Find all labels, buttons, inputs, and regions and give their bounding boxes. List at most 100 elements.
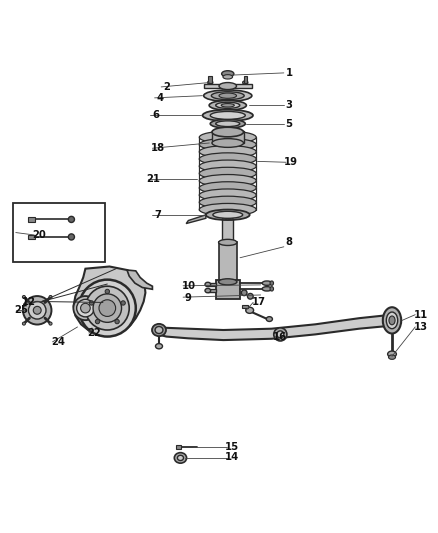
Ellipse shape (205, 288, 211, 293)
Text: 10: 10 (181, 281, 195, 291)
Bar (28, 217, 35, 222)
Text: 1: 1 (286, 68, 293, 78)
Ellipse shape (28, 302, 46, 319)
Ellipse shape (68, 216, 74, 222)
Ellipse shape (199, 196, 256, 208)
Polygon shape (158, 314, 392, 340)
Text: 6: 6 (152, 110, 159, 120)
Text: 15: 15 (225, 442, 239, 452)
Ellipse shape (115, 319, 119, 324)
Ellipse shape (49, 322, 52, 325)
Ellipse shape (199, 160, 256, 172)
Bar (176, 445, 181, 449)
Polygon shape (127, 270, 152, 289)
Text: 8: 8 (286, 237, 293, 247)
Ellipse shape (388, 351, 396, 357)
Text: 9: 9 (185, 293, 192, 303)
Ellipse shape (274, 328, 287, 341)
Ellipse shape (22, 322, 25, 325)
Ellipse shape (95, 319, 100, 324)
Ellipse shape (211, 92, 244, 100)
Text: 20: 20 (32, 230, 46, 240)
Ellipse shape (389, 316, 395, 325)
Ellipse shape (199, 153, 256, 165)
Polygon shape (186, 215, 206, 223)
Ellipse shape (22, 295, 25, 298)
Text: 16: 16 (273, 332, 287, 342)
Ellipse shape (262, 281, 272, 285)
Ellipse shape (210, 111, 245, 119)
Ellipse shape (223, 75, 233, 79)
Ellipse shape (210, 119, 245, 128)
Ellipse shape (99, 300, 116, 317)
Ellipse shape (73, 296, 97, 320)
Ellipse shape (386, 312, 398, 329)
Ellipse shape (23, 296, 52, 325)
Ellipse shape (241, 290, 247, 296)
Text: 17: 17 (251, 297, 265, 308)
Ellipse shape (81, 303, 90, 313)
Polygon shape (208, 283, 215, 286)
Ellipse shape (212, 139, 244, 147)
Text: 18: 18 (151, 143, 165, 154)
Text: 13: 13 (413, 322, 427, 332)
Ellipse shape (206, 209, 250, 220)
Ellipse shape (85, 286, 129, 330)
Ellipse shape (222, 71, 234, 77)
Bar (208, 76, 212, 83)
Ellipse shape (155, 327, 163, 334)
Polygon shape (208, 289, 215, 292)
Ellipse shape (49, 295, 52, 298)
Ellipse shape (216, 121, 240, 126)
Text: 14: 14 (225, 452, 239, 462)
Text: 24: 24 (51, 337, 65, 347)
Bar (222, 217, 233, 243)
Ellipse shape (270, 281, 273, 285)
Ellipse shape (219, 239, 237, 246)
Text: 11: 11 (413, 310, 427, 320)
Ellipse shape (219, 83, 237, 90)
Ellipse shape (212, 127, 244, 137)
Ellipse shape (199, 167, 256, 180)
Bar (242, 304, 248, 308)
Ellipse shape (199, 139, 256, 151)
Ellipse shape (216, 102, 240, 108)
Ellipse shape (246, 307, 254, 313)
Ellipse shape (219, 279, 237, 285)
Ellipse shape (389, 355, 396, 359)
Ellipse shape (199, 189, 256, 201)
Ellipse shape (262, 287, 272, 291)
Text: 12: 12 (21, 297, 35, 308)
Ellipse shape (199, 204, 256, 216)
Text: 22: 22 (87, 328, 101, 338)
Text: 21: 21 (146, 174, 160, 184)
Ellipse shape (77, 300, 94, 317)
Ellipse shape (199, 174, 256, 187)
Ellipse shape (199, 146, 256, 158)
Ellipse shape (202, 110, 253, 121)
Ellipse shape (213, 211, 243, 219)
Ellipse shape (199, 131, 256, 143)
Text: 4: 4 (156, 93, 163, 103)
Ellipse shape (204, 90, 252, 101)
Ellipse shape (277, 331, 284, 338)
Ellipse shape (199, 182, 256, 194)
Ellipse shape (174, 453, 187, 463)
Ellipse shape (33, 306, 41, 314)
Polygon shape (204, 84, 252, 88)
Text: 25: 25 (14, 305, 28, 316)
Ellipse shape (383, 307, 401, 334)
Text: 7: 7 (154, 210, 161, 220)
Ellipse shape (247, 294, 253, 299)
Text: 2: 2 (163, 82, 170, 92)
Ellipse shape (68, 234, 74, 240)
Ellipse shape (205, 282, 211, 287)
Bar (215, 280, 240, 300)
Ellipse shape (266, 317, 272, 321)
Text: 5: 5 (286, 119, 293, 128)
Ellipse shape (93, 294, 122, 322)
Ellipse shape (221, 103, 234, 107)
Ellipse shape (121, 301, 125, 305)
Ellipse shape (219, 93, 237, 98)
Ellipse shape (152, 324, 166, 336)
